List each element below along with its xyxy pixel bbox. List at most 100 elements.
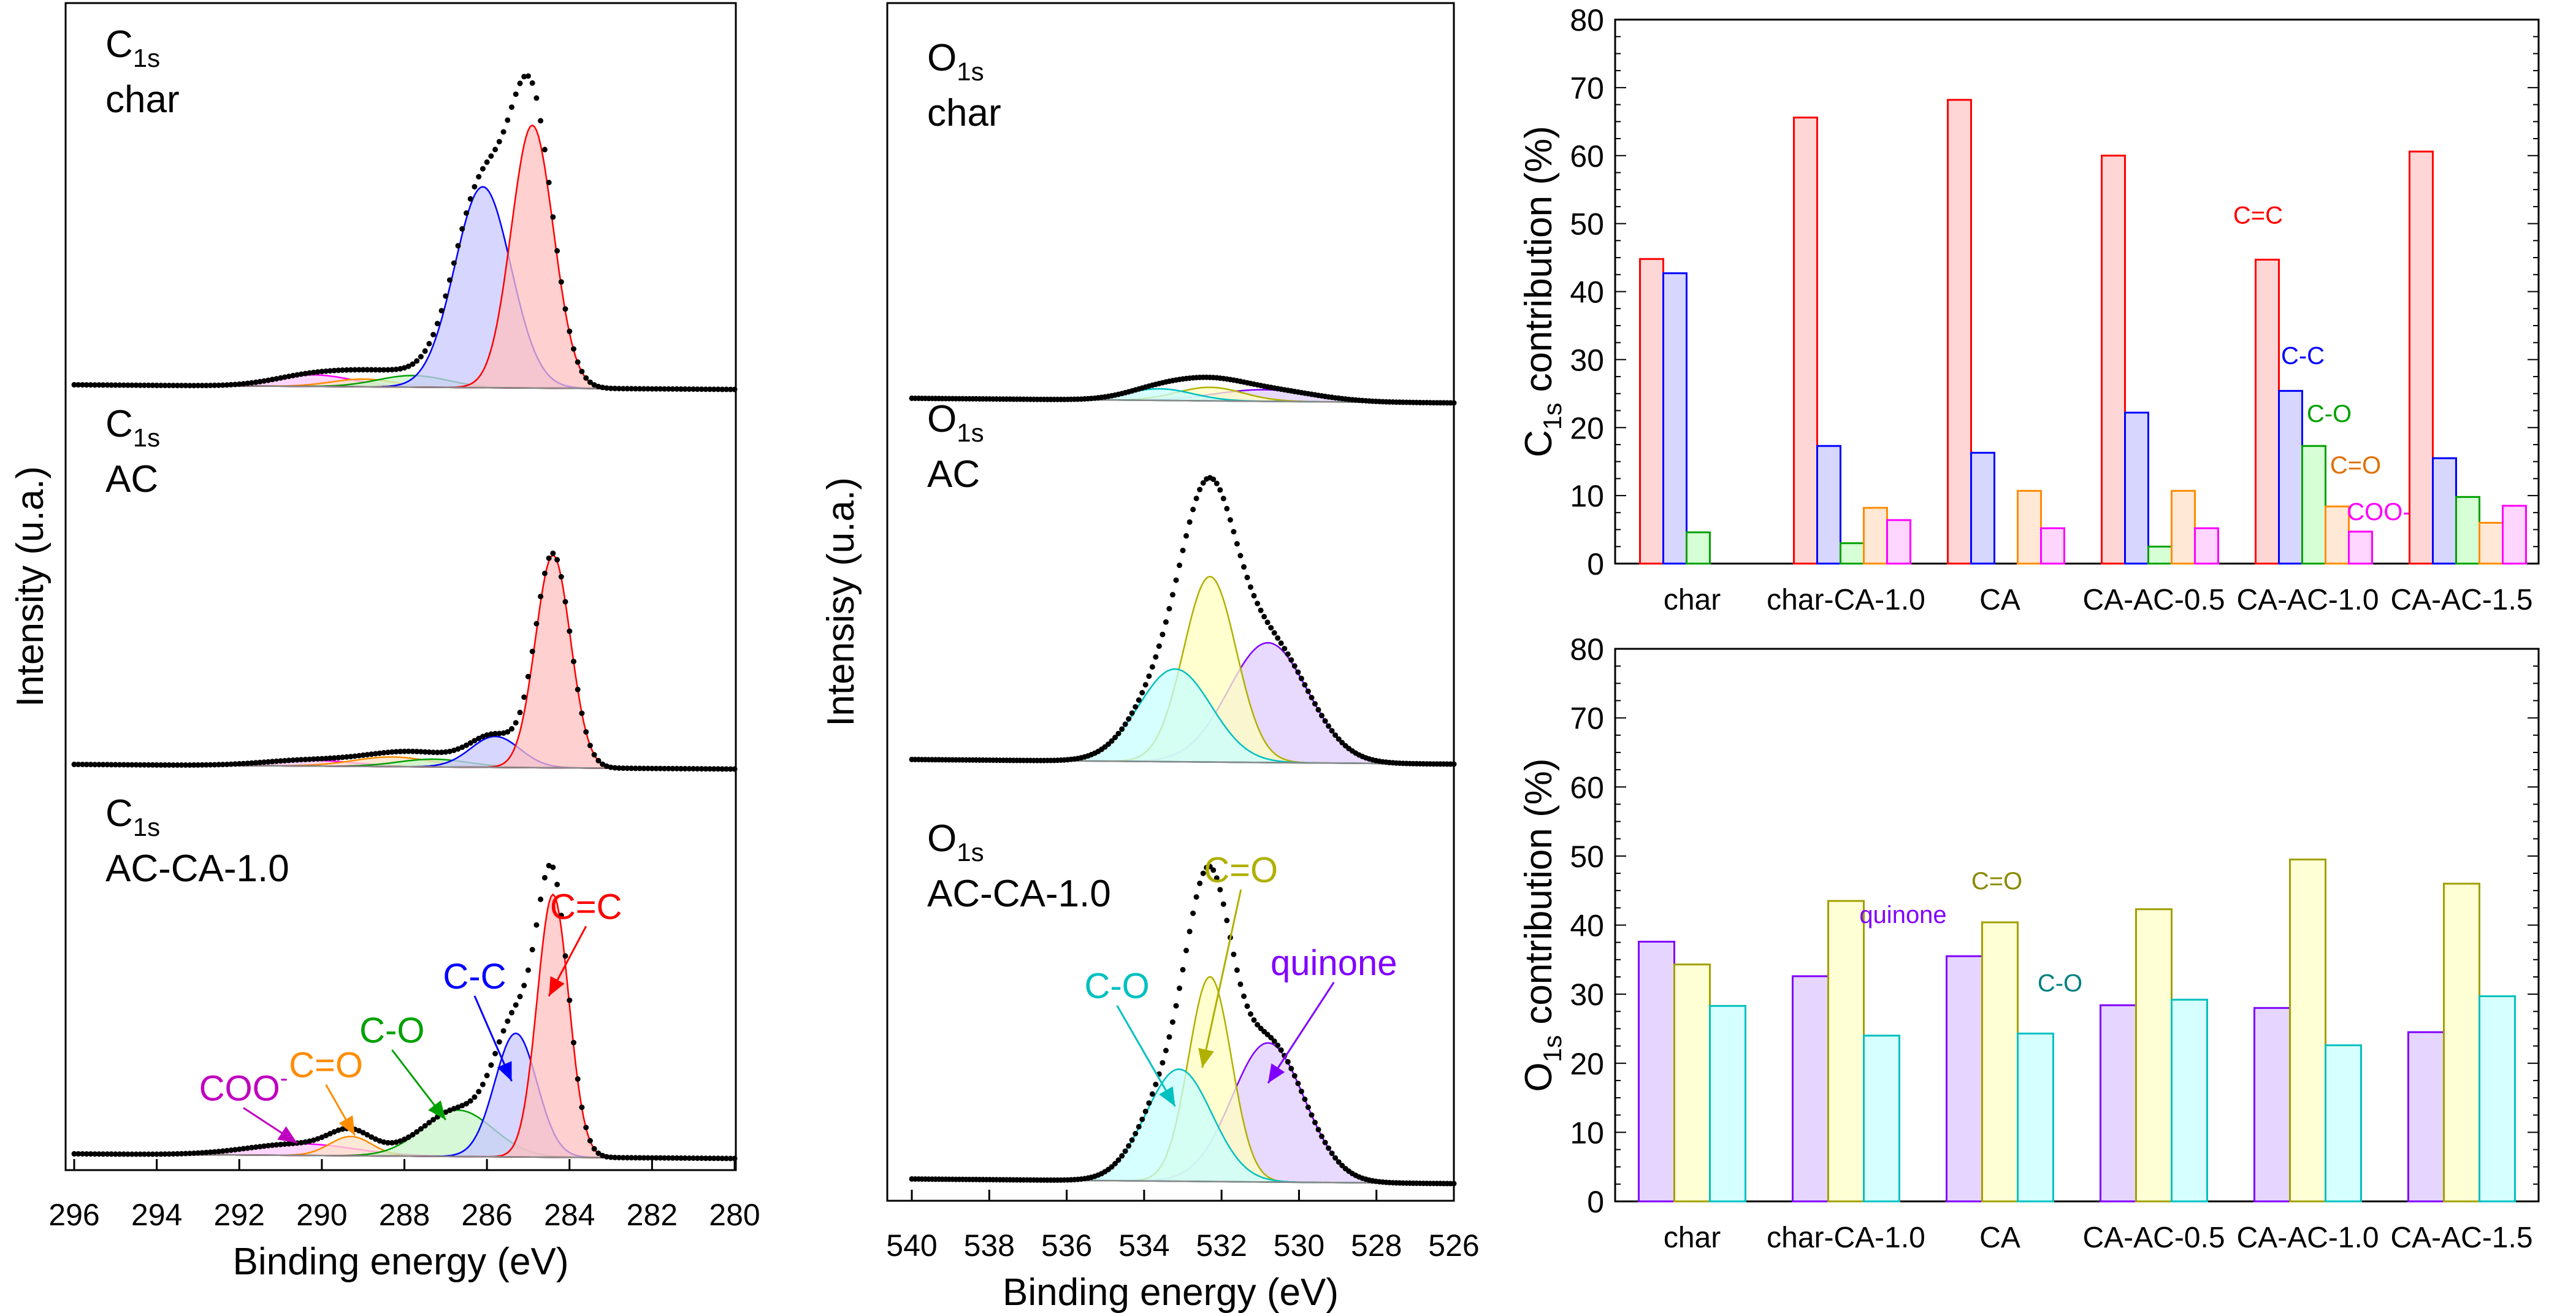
envelope-point (170, 762, 177, 768)
envelope-point (682, 1155, 688, 1161)
envelope-point (261, 1143, 267, 1149)
envelope-point (216, 382, 222, 388)
bar-c-o (2479, 995, 2516, 1203)
envelope-point (191, 383, 197, 389)
envelope-point (376, 367, 383, 373)
envelope-point (1231, 951, 1237, 957)
bar-c-o (1686, 531, 1711, 565)
envelope-point (459, 1103, 465, 1109)
envelope-point (636, 1155, 643, 1161)
bar-c-o (1840, 542, 1865, 565)
envelope-point (1264, 619, 1271, 626)
bar-c-o (1709, 1005, 1746, 1203)
envelope-point (1258, 607, 1264, 613)
envelope-point (335, 754, 342, 760)
envelope-point (529, 947, 535, 952)
envelope-point (533, 922, 540, 928)
x-tick-label: 282 (627, 1198, 678, 1232)
envelope-point (1163, 619, 1169, 625)
envelope-point (1183, 947, 1189, 954)
envelope-point (212, 382, 218, 388)
envelope-point (1255, 600, 1261, 607)
envelope-point (686, 386, 692, 392)
envelope-point (327, 368, 333, 374)
envelope-point (257, 759, 263, 765)
envelope-point (145, 762, 151, 768)
x-tick-label: 526 (1428, 1228, 1479, 1263)
orbital-subscript: 1s (133, 423, 160, 452)
envelope-point (1336, 736, 1342, 742)
envelope-point (1213, 480, 1220, 486)
envelope-point (1231, 529, 1237, 535)
envelope-point (154, 762, 160, 768)
envelope-point (707, 766, 713, 772)
bar-c-c (2124, 412, 2149, 565)
arrowhead-icon (1267, 1063, 1285, 1084)
panel-element-label: O1s (927, 398, 984, 447)
envelope-point (187, 762, 193, 768)
envelope-point (1302, 682, 1308, 688)
envelope-point (273, 1142, 280, 1148)
envelope-point (245, 380, 251, 386)
envelope-point (690, 1155, 697, 1161)
envelope-point (1309, 695, 1315, 700)
y-axis-label: Intensisy (u.a.) (820, 477, 862, 727)
envelope-point (141, 1151, 147, 1157)
envelope-point (410, 361, 416, 367)
envelope-point (269, 377, 275, 383)
bar-c-o (2479, 521, 2504, 565)
spectrum-panel: C1s AC (71, 403, 738, 772)
envelope-point (447, 748, 453, 754)
bar-c-c (2278, 389, 2303, 565)
envelope-point (591, 752, 597, 758)
c1s-spectra-chart: 296 294 292 290 288 286 284 282 280 Binding energ… (9, 2, 760, 1283)
envelope-point (228, 761, 234, 767)
envelope-point (133, 762, 139, 768)
envelope-point (310, 756, 316, 762)
envelope-point (290, 757, 296, 763)
annotation-label: C-O (1084, 967, 1149, 1006)
y-tick-label: 50 (1570, 207, 1604, 242)
envelope-point (670, 386, 676, 392)
y-tick-label: 80 (1570, 632, 1604, 667)
envelope-point (323, 756, 329, 762)
envelope-point (1305, 688, 1311, 694)
annotation-label: COO- (199, 1066, 288, 1109)
envelope-point (1271, 630, 1277, 636)
envelope-point (571, 1039, 576, 1046)
envelope-point (517, 710, 523, 716)
envelope-point (71, 761, 77, 767)
envelope-point (575, 686, 581, 692)
envelope-point (612, 765, 618, 771)
bar-c-c (1639, 258, 1664, 565)
annotation-arrow-line (1267, 981, 1335, 1084)
envelope-point (389, 1139, 395, 1146)
envelope-point (686, 766, 692, 771)
envelope-point (447, 1107, 453, 1113)
bar-quinone (2253, 1007, 2291, 1203)
envelope-point (80, 1151, 85, 1157)
envelope-point (595, 757, 602, 764)
envelope-point (327, 1131, 333, 1137)
envelope-point (488, 153, 494, 159)
envelope-point (554, 248, 560, 254)
envelope-point (616, 765, 622, 771)
envelope-point (240, 381, 247, 387)
envelope-point (125, 1151, 131, 1157)
envelope-point (298, 757, 304, 763)
envelope-point (389, 749, 395, 755)
envelope-point (307, 370, 313, 376)
envelope-point (1180, 548, 1186, 554)
envelope-point (715, 766, 721, 772)
orbital-subscript: 1s (957, 57, 984, 86)
panel-sample-label: AC (105, 458, 158, 500)
envelope-point (426, 749, 432, 755)
envelope-point (207, 1149, 213, 1155)
envelope-point (1322, 718, 1328, 724)
x-tick-label: 288 (379, 1198, 430, 1232)
x-tick-label: 290 (296, 1198, 347, 1232)
y-tick-label: 20 (1570, 1047, 1604, 1081)
envelope-point (587, 379, 593, 385)
y-tick-label: 10 (1570, 1116, 1604, 1150)
bar-c-o (2301, 445, 2326, 565)
